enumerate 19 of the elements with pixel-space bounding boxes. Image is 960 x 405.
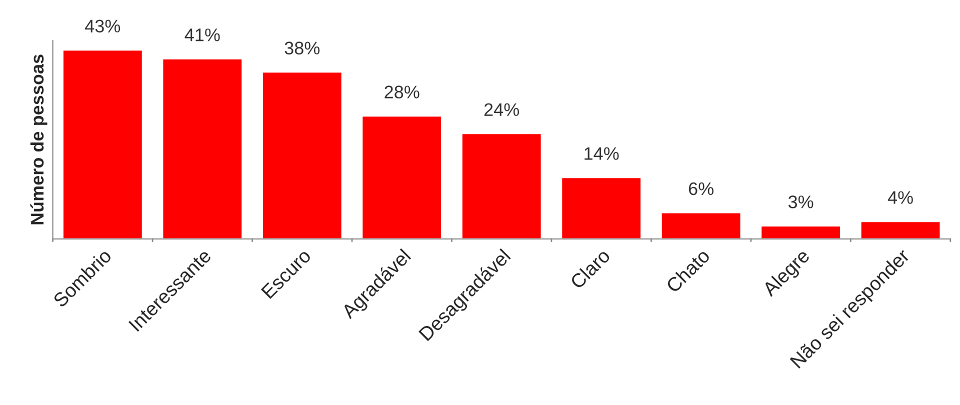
bar (62, 49, 144, 239)
bar (262, 71, 343, 239)
data-label: 43% (85, 20, 120, 32)
data-label: 14% (584, 147, 619, 160)
bar (560, 176, 642, 239)
data-label: 28% (384, 86, 420, 98)
bar (660, 212, 742, 239)
data-label: 3% (788, 196, 814, 208)
data-label: 41% (184, 28, 220, 42)
data-label: 6% (688, 182, 714, 196)
data-label: 38% (284, 42, 320, 54)
bar (860, 220, 942, 239)
data-label: 4% (888, 191, 913, 204)
bar (361, 115, 442, 239)
bar (162, 58, 243, 239)
y-axis-title: Número de pessoas (30, 54, 48, 224)
data-label: 24% (484, 103, 520, 116)
bar (461, 132, 542, 239)
bar (760, 225, 842, 239)
